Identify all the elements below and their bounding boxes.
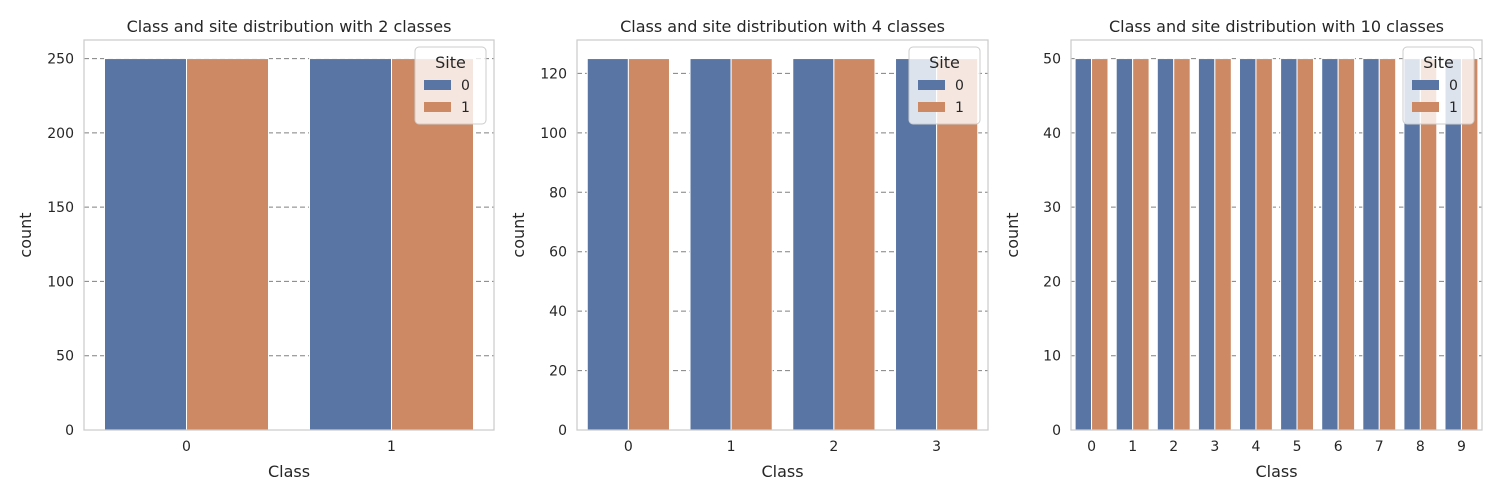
legend-label: 1 <box>461 100 470 116</box>
x-tick-label: 9 <box>1457 439 1466 455</box>
y-axis-label: count <box>16 212 35 257</box>
x-tick-label: 0 <box>624 439 633 455</box>
y-tick-label: 200 <box>47 126 74 142</box>
y-axis-label: count <box>1003 212 1022 257</box>
legend-label: 1 <box>1449 100 1458 116</box>
bar-site-1-class-5 <box>1296 58 1314 431</box>
y-tick-label: 0 <box>65 423 74 439</box>
bar-site-1-class-2 <box>833 58 876 431</box>
bar-site-1-class-3 <box>1214 58 1232 431</box>
x-tick-label: 1 <box>1128 439 1137 455</box>
bar-site-0-class-0 <box>586 58 629 431</box>
x-tick-label: 5 <box>1293 439 1302 455</box>
y-tick-label: 0 <box>558 423 567 439</box>
bar-site-1-class-1 <box>730 58 773 431</box>
legend-swatch-site-0 <box>1412 80 1439 90</box>
y-tick-label: 150 <box>47 200 74 216</box>
y-tick-label: 20 <box>1043 274 1061 290</box>
y-tick-label: 50 <box>56 349 74 365</box>
axes-frame <box>83 39 495 431</box>
x-tick-label: 3 <box>932 439 941 455</box>
bar-site-0-class-1 <box>309 58 392 431</box>
x-tick-label: 0 <box>1087 439 1096 455</box>
chart-panel-0: 0 50 100 150 200 250 0 1 Class and site distribu… <box>16 17 495 481</box>
y-tick-label: 40 <box>549 304 567 320</box>
bar-site-1-class-6 <box>1337 58 1356 431</box>
x-tick-label: 1 <box>727 439 736 455</box>
chart-panel-1: 0 20 40 60 80 100 120 0 1 2 3 Class and site distri… <box>509 17 989 481</box>
x-tick-label: 2 <box>1169 439 1178 455</box>
bar-site-1-class-2 <box>1173 58 1191 431</box>
y-axis-label: count <box>509 212 528 257</box>
y-tick-label: 120 <box>540 66 567 82</box>
legend: Site 0 1 <box>1402 46 1475 125</box>
legend-title: Site <box>1423 53 1454 72</box>
y-tick-label: 250 <box>47 52 74 68</box>
legend-title: Site <box>929 53 960 72</box>
legend: Site 0 1 <box>414 46 487 125</box>
chart-title: Class and site distribution with 2 class… <box>127 17 452 36</box>
y-tick-label: 20 <box>549 364 567 380</box>
bar-site-1-class-0 <box>186 58 269 431</box>
bar-site-0-class-7 <box>1362 58 1380 431</box>
bar-site-0-class-2 <box>792 58 835 431</box>
bar-site-0-class-0 <box>104 58 187 431</box>
x-tick-label: 4 <box>1251 439 1260 455</box>
legend-label: 0 <box>955 78 964 94</box>
y-tick-label: 100 <box>47 274 74 290</box>
x-axis-label: Class <box>1255 462 1297 481</box>
y-tick-label: 30 <box>1043 200 1061 216</box>
x-tick-label: 6 <box>1334 439 1343 455</box>
bar-site-0-class-6 <box>1321 58 1339 431</box>
chart-title: Class and site distribution with 10 clas… <box>1109 17 1444 36</box>
legend-title: Site <box>435 53 466 72</box>
legend-label: 1 <box>955 100 964 116</box>
y-tick-label: 80 <box>549 185 567 201</box>
bar-site-0-class-0 <box>1074 58 1093 431</box>
legend-swatch-site-1 <box>918 102 945 112</box>
legend-swatch-site-1 <box>1412 102 1439 112</box>
chart-title: Class and site distribution with 4 class… <box>620 17 945 36</box>
bar-site-1-class-0 <box>627 58 670 431</box>
bar-site-0-class-2 <box>1156 58 1175 431</box>
x-axis-label: Class <box>761 462 803 481</box>
x-tick-label: 1 <box>387 439 396 455</box>
legend-swatch-site-0 <box>424 80 451 90</box>
bar-site-1-class-1 <box>1132 58 1150 431</box>
y-tick-label: 10 <box>1043 349 1061 365</box>
x-axis-label: Class <box>268 462 310 481</box>
legend-swatch-site-0 <box>918 80 945 90</box>
legend-label: 0 <box>461 78 470 94</box>
y-tick-label: 100 <box>540 126 567 142</box>
legend-label: 0 <box>1449 78 1458 94</box>
x-tick-label: 7 <box>1375 439 1384 455</box>
bar-site-1-class-4 <box>1255 58 1273 431</box>
bar-site-1-class-7 <box>1378 58 1397 431</box>
legend-swatch-site-1 <box>424 102 451 112</box>
x-tick-label: 3 <box>1210 439 1219 455</box>
y-tick-label: 50 <box>1043 52 1061 68</box>
y-tick-label: 40 <box>1043 126 1061 142</box>
y-tick-label: 60 <box>549 245 567 261</box>
x-tick-label: 2 <box>829 439 838 455</box>
y-tick-label: 0 <box>1052 423 1061 439</box>
bar-site-0-class-5 <box>1280 58 1298 431</box>
bar-site-1-class-0 <box>1091 58 1109 431</box>
axes-frame <box>576 39 989 431</box>
x-tick-label: 8 <box>1416 439 1425 455</box>
bar-site-0-class-1 <box>689 58 732 431</box>
axes-frame <box>1070 39 1483 431</box>
bar-site-0-class-1 <box>1115 58 1134 431</box>
bar-site-0-class-4 <box>1239 58 1257 431</box>
legend: Site 0 1 <box>908 46 981 125</box>
bar-site-0-class-3 <box>1197 58 1216 431</box>
x-tick-label: 0 <box>182 439 191 455</box>
